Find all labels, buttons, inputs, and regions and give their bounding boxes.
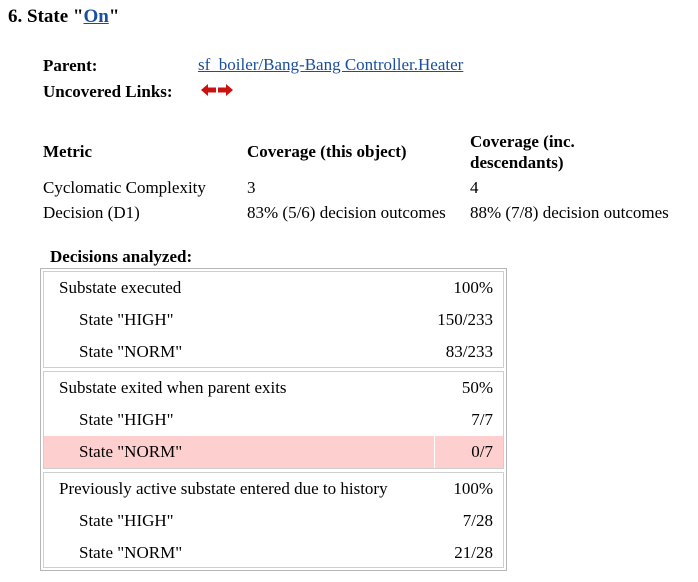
outcome-count: 7/7: [471, 410, 493, 429]
metric-descendants-value: 4: [470, 178, 479, 197]
decisions-table: Substate executed 100% State "HIGH" 150/…: [40, 268, 507, 571]
decision-row: Substate exited when parent exits 50%: [44, 372, 503, 404]
outcome-row: State "NORM" 83/233: [44, 336, 503, 368]
metric-name: Cyclomatic Complexity: [43, 178, 206, 197]
uncovered-links-label: Uncovered Links:: [43, 82, 173, 101]
outcome-label: State "NORM": [79, 342, 183, 361]
outcome-label: State "NORM": [79, 442, 183, 461]
parent-link[interactable]: sf_boiler/Bang-Bang Controller.Heater: [198, 55, 464, 74]
outcome-row: State "NORM" 21/28: [44, 537, 503, 569]
outcome-count: 0/7: [471, 442, 493, 461]
outcome-label: State "HIGH": [79, 410, 174, 429]
coverage-descendants-header: Coverage (inc. descendants): [470, 131, 575, 173]
outcome-count: 83/233: [445, 342, 493, 361]
metric-this-object-value: 3: [247, 178, 256, 197]
decision-coverage-value: 100%: [453, 479, 493, 498]
section-title: 6. State "On": [8, 6, 119, 28]
coverage-descendants-header-line2: descendants): [470, 153, 564, 172]
metric-this-object-value: 83% (5/6) decision outcomes: [247, 203, 446, 222]
cell-divider: [434, 436, 435, 468]
decision-group: Substate exited when parent exits 50% St…: [43, 371, 504, 469]
decision-label: Substate executed: [59, 278, 182, 297]
outcome-row: State "HIGH" 7/28: [44, 505, 503, 537]
metric-name: Decision (D1): [43, 203, 140, 222]
outcome-label: State "HIGH": [79, 310, 174, 329]
decision-group: Substate executed 100% State "HIGH" 150/…: [43, 271, 504, 368]
state-on-link[interactable]: On: [83, 6, 109, 27]
outcome-row: State "HIGH" 150/233: [44, 304, 503, 336]
decision-coverage-value: 50%: [461, 378, 493, 397]
parent-label: Parent:: [43, 56, 98, 75]
title-suffix: ": [108, 6, 120, 27]
decision-label: Substate exited when parent exits: [59, 378, 287, 397]
outcome-label: State "HIGH": [79, 511, 174, 530]
outcome-row: State "HIGH" 7/7: [44, 404, 503, 436]
decisions-analyzed-title: Decisions analyzed:: [50, 247, 193, 266]
title-prefix: 6. State ": [8, 6, 84, 27]
metric-header: Metric: [43, 142, 93, 161]
outcome-count: 21/28: [454, 543, 493, 562]
decision-coverage-value: 100%: [453, 278, 493, 297]
uncovered-outcome-row: State "NORM" 0/7: [44, 436, 503, 468]
coverage-descendants-header-line1: Coverage (inc.: [470, 132, 575, 151]
coverage-this-object-header: Coverage (this object): [247, 142, 407, 161]
decision-row: Substate executed 100%: [44, 272, 503, 304]
outcome-count: 7/28: [462, 511, 493, 530]
uncovered-links-navigation: [201, 84, 233, 96]
outcome-label: State "NORM": [79, 543, 183, 562]
previous-uncovered-arrow-icon[interactable]: [201, 84, 216, 96]
decision-group: Previously active substate entered due t…: [43, 472, 504, 568]
decision-label: Previously active substate entered due t…: [59, 479, 388, 498]
decision-row: Previously active substate entered due t…: [44, 473, 503, 505]
next-uncovered-arrow-icon[interactable]: [218, 84, 233, 96]
metric-descendants-value: 88% (7/8) decision outcomes: [470, 203, 669, 222]
outcome-count: 150/233: [437, 310, 493, 329]
